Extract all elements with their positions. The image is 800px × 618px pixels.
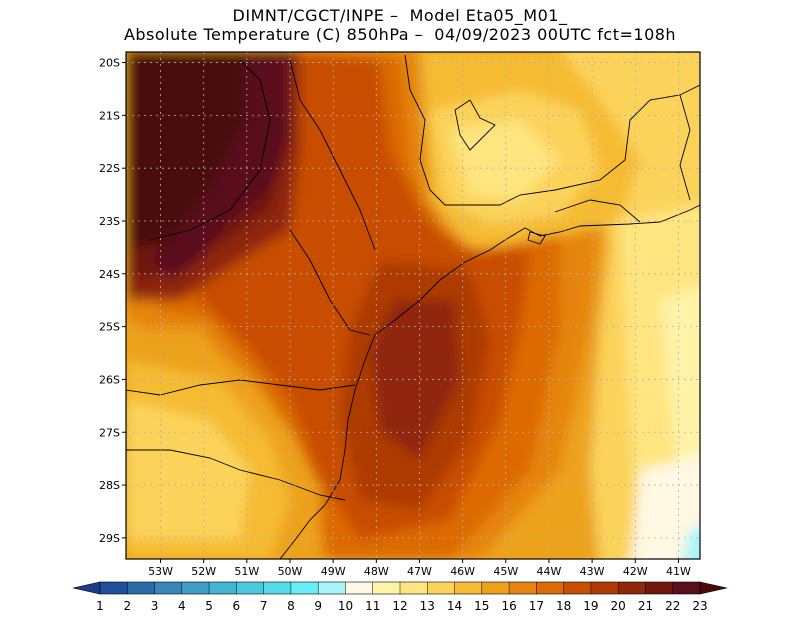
lon-tick-label: 48W bbox=[364, 565, 389, 578]
colorbar-arrow-high bbox=[699, 581, 728, 595]
colorbar-segment bbox=[454, 582, 483, 594]
coastline bbox=[279, 204, 700, 559]
lat-tick-label: 25S bbox=[99, 321, 120, 334]
lat-tick-label: 26S bbox=[99, 373, 120, 386]
state-border-mg-es bbox=[679, 94, 691, 201]
colorbar-segment bbox=[427, 582, 455, 594]
colorbar-label: 6 bbox=[233, 599, 241, 613]
title-line-2: Absolute Temperature (C) 850hPa – 04/09/… bbox=[123, 25, 677, 44]
colorbar-segment bbox=[563, 582, 592, 594]
lat-tick-label: 23S bbox=[99, 215, 120, 228]
colorbar-label: 5 bbox=[205, 599, 213, 613]
colorbar-segment bbox=[263, 582, 292, 594]
lat-tick-label: 29S bbox=[99, 532, 120, 545]
colorbar-segment bbox=[290, 582, 319, 594]
colorbar-label: 21 bbox=[638, 599, 653, 613]
colorbar-label: 7 bbox=[260, 599, 268, 613]
colorbar-segment bbox=[481, 582, 510, 594]
lon-tick-label: 46W bbox=[450, 565, 475, 578]
colorbar-segment bbox=[181, 582, 210, 594]
colorbar-segment bbox=[590, 582, 619, 594]
colorbar-label: 13 bbox=[420, 599, 435, 613]
colorbar-segment bbox=[154, 582, 183, 594]
lat-tick-label: 27S bbox=[99, 426, 120, 439]
colorbar-label: 10 bbox=[338, 599, 353, 613]
state-border-sc-rs bbox=[126, 449, 346, 501]
colorbar-label: 22 bbox=[665, 599, 680, 613]
title-line-1: DIMNT/CGCT/INPE – Model Eta05_M01_ bbox=[232, 6, 568, 25]
colorbar-label: 23 bbox=[692, 599, 707, 613]
lat-tick-label: 28S bbox=[99, 479, 120, 492]
colorbar-label: 17 bbox=[529, 599, 544, 613]
bay bbox=[527, 231, 546, 245]
plot-frame bbox=[125, 51, 701, 560]
colorbar-segment bbox=[645, 582, 674, 594]
colorbar-label: 8 bbox=[287, 599, 295, 613]
reservoir bbox=[454, 99, 496, 151]
colorbar-segment bbox=[127, 582, 155, 594]
state-border-west bbox=[149, 59, 271, 241]
state-border-ms-pr bbox=[289, 229, 371, 336]
longitude-ticks: 53W 52W 51W 50W 49W 48W 47W 46W 45W 44W 43W 42W 41W bbox=[148, 559, 691, 578]
colorbar-label: 15 bbox=[474, 599, 489, 613]
colorbar-segment bbox=[236, 582, 264, 594]
colorbar-label: 20 bbox=[611, 599, 626, 613]
lat-tick-label: 21S bbox=[99, 109, 120, 122]
lon-tick-label: 53W bbox=[148, 565, 173, 578]
lon-tick-label: 47W bbox=[407, 565, 432, 578]
colorbar-label: 4 bbox=[178, 599, 186, 613]
colorbar-segment bbox=[509, 582, 537, 594]
colorbar-label: 18 bbox=[556, 599, 571, 613]
lon-tick-label: 42W bbox=[623, 565, 648, 578]
lon-tick-label: 45W bbox=[493, 565, 518, 578]
colorbar-segment bbox=[100, 582, 128, 594]
colorbar-label: 9 bbox=[314, 599, 322, 613]
colorbar-segment bbox=[400, 582, 428, 594]
colorbar-label: 11 bbox=[365, 599, 380, 613]
grid-lines bbox=[126, 52, 700, 559]
lon-tick-label: 52W bbox=[191, 565, 216, 578]
colorbar-segment bbox=[372, 582, 401, 594]
latitude-ticks: 20S 21S 22S 23S 24S 25S 26S 27S 28S 29S bbox=[99, 57, 126, 545]
lon-tick-label: 49W bbox=[321, 565, 346, 578]
lon-tick-label: 43W bbox=[580, 565, 605, 578]
lon-tick-label: 50W bbox=[278, 565, 303, 578]
colorbar-segment bbox=[345, 582, 374, 594]
colorbar-label: 3 bbox=[151, 599, 159, 613]
lat-tick-label: 22S bbox=[99, 162, 120, 175]
colorbar-label: 16 bbox=[501, 599, 516, 613]
lat-tick-label: 24S bbox=[99, 268, 120, 281]
colorbar-label: 14 bbox=[447, 599, 462, 613]
colorbar-segment bbox=[672, 582, 701, 594]
temperature-field bbox=[126, 52, 700, 559]
river bbox=[289, 59, 376, 251]
lon-tick-label: 41W bbox=[666, 565, 691, 578]
state-border-pr-sc bbox=[126, 379, 356, 396]
lon-tick-label: 51W bbox=[234, 565, 259, 578]
state-border-sp-mg bbox=[404, 54, 700, 206]
colorbar-label: 1 bbox=[96, 599, 104, 613]
colorbar-label: 12 bbox=[392, 599, 407, 613]
coastline-borders bbox=[126, 54, 700, 559]
colorbar-label: 2 bbox=[123, 599, 131, 613]
lon-tick-label: 44W bbox=[537, 565, 562, 578]
colorbar-arrow-low bbox=[72, 581, 101, 595]
colorbar-segment bbox=[618, 582, 646, 594]
state-border-rj bbox=[554, 199, 641, 223]
colorbar-segment bbox=[318, 582, 346, 594]
colorbar-segment bbox=[536, 582, 564, 594]
lat-tick-label: 20S bbox=[99, 57, 120, 70]
colorbar-segment bbox=[209, 582, 237, 594]
colorbar: 1 2 3 4 5 6 7 8 9 10 11 12 13 14 15 16 17 18 19 20 21 22 23 bbox=[72, 581, 728, 613]
colorbar-label: 19 bbox=[583, 599, 598, 613]
